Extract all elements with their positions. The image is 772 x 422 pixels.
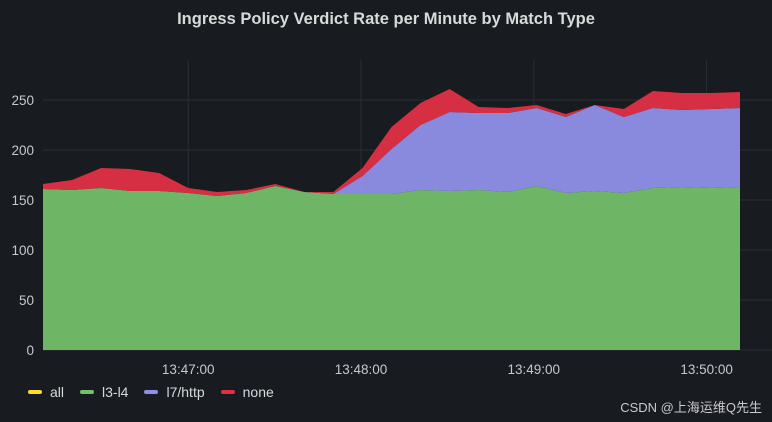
chart-title: Ingress Policy Verdict Rate per Minute b… [177, 10, 595, 28]
legend-label: l7/http [166, 384, 205, 400]
x-tick-label: 13:49:00 [508, 362, 561, 377]
chart-plot[interactable]: 0 50 100 150 200 250 13:47:00 13:48:00 13:49:00 1… [0, 0, 772, 380]
y-tick-label: 0 [26, 343, 34, 358]
legend-swatch [28, 390, 42, 394]
legend-label: all [50, 384, 65, 400]
legend-item-l7-http[interactable]: l7/http [144, 384, 205, 400]
x-tick-label: 13:50:00 [680, 362, 733, 377]
area-l3-l4 [43, 186, 740, 350]
legend-item-all[interactable]: all [28, 384, 64, 400]
legend-item-l3-l4[interactable]: l3-l4 [80, 384, 128, 400]
legend-label: l3-l4 [102, 384, 129, 400]
legend-swatch [144, 390, 159, 394]
y-tick-label: 100 [11, 243, 34, 258]
legend-item-none[interactable]: none [220, 384, 274, 400]
area-l7-http [43, 105, 740, 196]
legend-swatch [80, 390, 95, 394]
y-tick-label: 200 [11, 143, 34, 158]
y-tick-label: 250 [11, 93, 34, 108]
x-tick-label: 13:47:00 [162, 362, 215, 377]
y-tick-label: 50 [19, 293, 34, 308]
watermark: CSDN @上海运维Q先生 [620, 400, 762, 415]
area-none [43, 89, 740, 196]
chart-legend: all l3-l4 l7/http none [28, 384, 274, 400]
x-tick-label: 13:48:00 [335, 362, 388, 377]
legend-label: none [242, 384, 274, 400]
legend-swatch [220, 390, 235, 394]
y-tick-label: 150 [11, 193, 34, 208]
